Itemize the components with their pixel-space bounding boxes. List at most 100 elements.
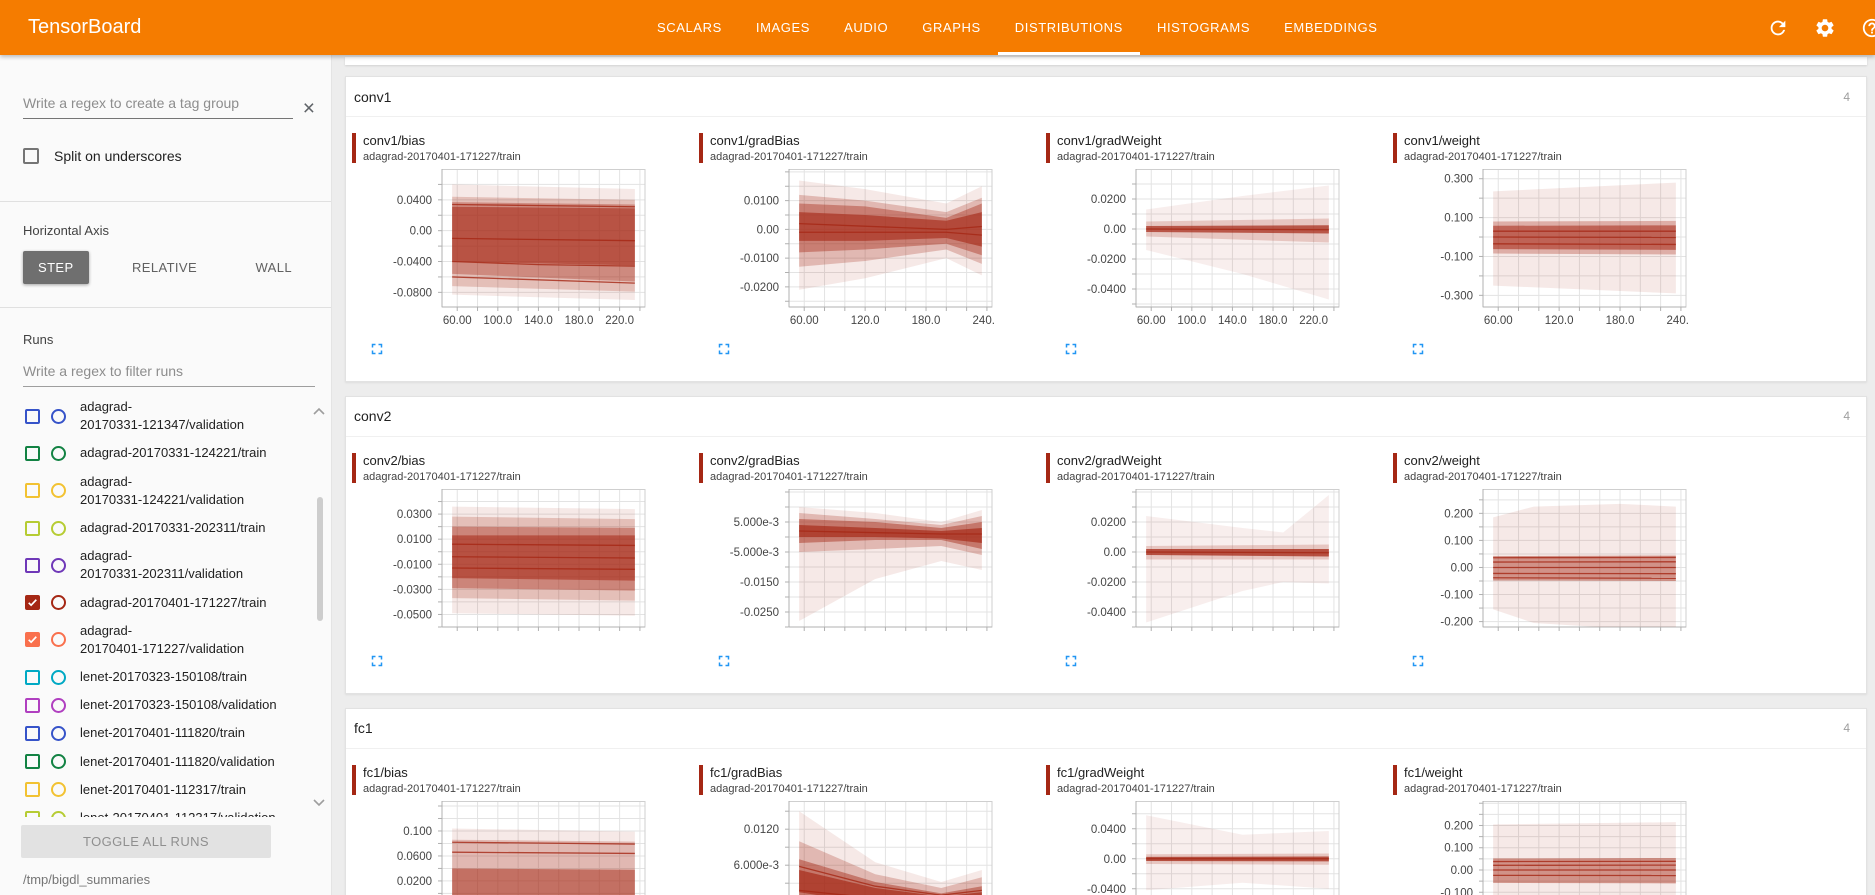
section-header-conv2[interactable]: conv2 4 [346, 397, 1866, 437]
scroll-down-icon[interactable] [312, 799, 326, 807]
run-item[interactable]: adagrad-20170401-171227/train [25, 589, 331, 617]
svg-text:-0.0400: -0.0400 [393, 256, 432, 268]
run-radio[interactable] [51, 557, 66, 573]
svg-text:100.0: 100.0 [483, 315, 512, 327]
toggle-all-runs-button[interactable]: TOGGLE ALL RUNS [21, 825, 271, 858]
expand-chart-icon[interactable] [368, 340, 386, 358]
tab-images[interactable]: IMAGES [755, 20, 811, 35]
run-radio[interactable] [51, 726, 66, 742]
expand-chart-icon[interactable] [715, 652, 733, 670]
run-radio[interactable] [51, 697, 66, 713]
run-radio[interactable] [51, 669, 66, 685]
chart-title-block: conv1/gradWeight adagrad-20170401-171227/… [1046, 133, 1387, 163]
axis-step-button[interactable]: STEP [23, 251, 89, 284]
close-icon[interactable]: × [302, 97, 315, 121]
expand-chart-icon[interactable] [1062, 652, 1080, 670]
run-checkbox[interactable] [25, 445, 40, 461]
tab-scalars[interactable]: SCALARS [657, 20, 722, 35]
distribution-plot[interactable]: 5.000e-3 -5.000e-3 -0.0150 -0.0250 [699, 488, 994, 643]
run-checkbox[interactable] [25, 557, 40, 573]
run-color-marker [1046, 133, 1050, 163]
section-header-fc1[interactable]: fc1 4 [346, 709, 1866, 749]
chart-title: conv2/gradBias [710, 452, 800, 468]
axis-wall-button[interactable]: WALL [240, 251, 307, 284]
expand-chart-icon[interactable] [1409, 340, 1427, 358]
run-radio[interactable] [51, 754, 66, 770]
run-item[interactable]: adagrad- 20170401-171227/validation [25, 617, 331, 663]
expand-chart-icon[interactable] [715, 340, 733, 358]
svg-text:-0.100: -0.100 [1440, 589, 1473, 601]
run-item[interactable]: adagrad- 20170331-124221/validation [25, 468, 331, 514]
distribution-plot[interactable]: 0.0400 0.00 -0.0400 [1046, 800, 1341, 895]
run-checkbox[interactable] [25, 520, 40, 536]
run-item[interactable]: adagrad-20170331-124221/train [25, 439, 331, 467]
run-checkbox[interactable] [25, 697, 40, 713]
tab-embeddings[interactable]: EMBEDDINGS [1284, 20, 1378, 35]
run-radio[interactable] [51, 408, 66, 424]
run-checkbox[interactable] [25, 782, 40, 798]
tab-audio[interactable]: AUDIO [844, 20, 889, 35]
run-checkbox[interactable] [25, 595, 40, 611]
expand-chart-icon[interactable] [1409, 652, 1427, 670]
run-label: adagrad- 20170331-121347/validation [80, 399, 245, 433]
section-header-conv1[interactable]: conv1 4 [346, 77, 1866, 117]
run-radio[interactable] [51, 520, 66, 536]
svg-text:-0.0400: -0.0400 [1087, 883, 1126, 895]
run-checkbox[interactable] [25, 669, 40, 685]
settings-gear-icon[interactable] [1814, 17, 1836, 39]
distribution-plot[interactable]: 0.0100 0.00 -0.0100 -0.0200 60.00 120.0 180.0 2… [699, 168, 994, 331]
run-item[interactable]: lenet-20170401-111820/validation [25, 748, 331, 776]
scroll-up-icon[interactable] [312, 407, 326, 415]
run-item[interactable]: lenet-20170323-150108/train [25, 663, 331, 691]
svg-text:140.0: 140.0 [1218, 315, 1247, 327]
run-checkbox[interactable] [25, 754, 40, 770]
help-icon[interactable] [1861, 17, 1875, 39]
run-radio[interactable] [51, 782, 66, 798]
run-item[interactable]: lenet-20170401-112317/validation [25, 804, 331, 817]
split-on-underscores-row[interactable]: Split on underscores [23, 148, 331, 164]
distribution-plot[interactable]: 0.0300 0.0100 -0.0100 -0.0300 -0.0500 [352, 488, 647, 643]
distribution-plot[interactable]: 0.200 0.100 0.00 -0.100 [1393, 800, 1688, 895]
distribution-plot[interactable]: 0.0400 0.00 -0.0400 -0.0800 60.00 100.0 140.0 1… [352, 168, 647, 331]
tab-distributions[interactable]: DISTRIBUTIONS [997, 0, 1141, 55]
runs-scrollbar-thumb[interactable] [317, 497, 323, 621]
run-item[interactable]: lenet-20170401-112317/train [25, 776, 331, 804]
run-item[interactable]: adagrad-20170331-202311/train [25, 514, 331, 542]
chart-title-block: conv2/bias adagrad-20170401-171227/train [352, 452, 693, 483]
refresh-icon[interactable] [1767, 17, 1789, 39]
run-radio[interactable] [51, 483, 66, 499]
runs-regex-input[interactable] [23, 359, 315, 387]
chart-conv2/weight: conv2/weight adagrad-20170401-171227/trai… [1387, 452, 1734, 675]
distribution-plot[interactable]: 0.0200 0.00 -0.0200 -0.0400 60.00 100.0 140.0 1… [1046, 168, 1341, 331]
run-checkbox[interactable] [25, 632, 40, 648]
expand-chart-icon[interactable] [1062, 340, 1080, 358]
tab-graphs[interactable]: GRAPHS [922, 20, 981, 35]
run-item[interactable]: adagrad- 20170331-121347/validation [25, 393, 331, 439]
run-radio[interactable] [51, 632, 66, 648]
tab-histograms[interactable]: HISTOGRAMS [1156, 20, 1251, 35]
split-checkbox[interactable] [23, 148, 39, 164]
main-content: conv1 4 conv1/bias adagrad-20170401-171227/… [332, 55, 1875, 895]
distribution-plot[interactable]: 0.300 0.100 -0.100 -0.300 60.00 120.0 180.0 240… [1393, 168, 1688, 331]
distribution-plot[interactable]: 0.0200 0.00 -0.0200 -0.0400 [1046, 488, 1341, 643]
run-item[interactable]: lenet-20170323-150108/validation [25, 691, 331, 719]
run-radio[interactable] [51, 810, 66, 817]
run-checkbox[interactable] [25, 483, 40, 499]
chart-run-name: adagrad-20170401-171227/train [1404, 782, 1562, 795]
run-checkbox[interactable] [25, 810, 40, 817]
run-checkbox[interactable] [25, 726, 40, 742]
header-actions [1767, 17, 1875, 39]
expand-chart-icon[interactable] [368, 652, 386, 670]
svg-text:60.00: 60.00 [790, 315, 819, 327]
run-checkbox[interactable] [25, 408, 40, 424]
axis-relative-button[interactable]: RELATIVE [117, 251, 212, 284]
run-radio[interactable] [51, 595, 66, 611]
tag-regex-input[interactable] [23, 91, 293, 119]
distribution-plot[interactable]: 0.200 0.100 0.00 -0.100 -0.200 [1393, 488, 1688, 643]
run-item[interactable]: adagrad- 20170331-202311/validation [25, 542, 331, 588]
run-radio[interactable] [51, 445, 66, 461]
run-item[interactable]: lenet-20170401-111820/train [25, 719, 331, 747]
divider [0, 201, 331, 202]
